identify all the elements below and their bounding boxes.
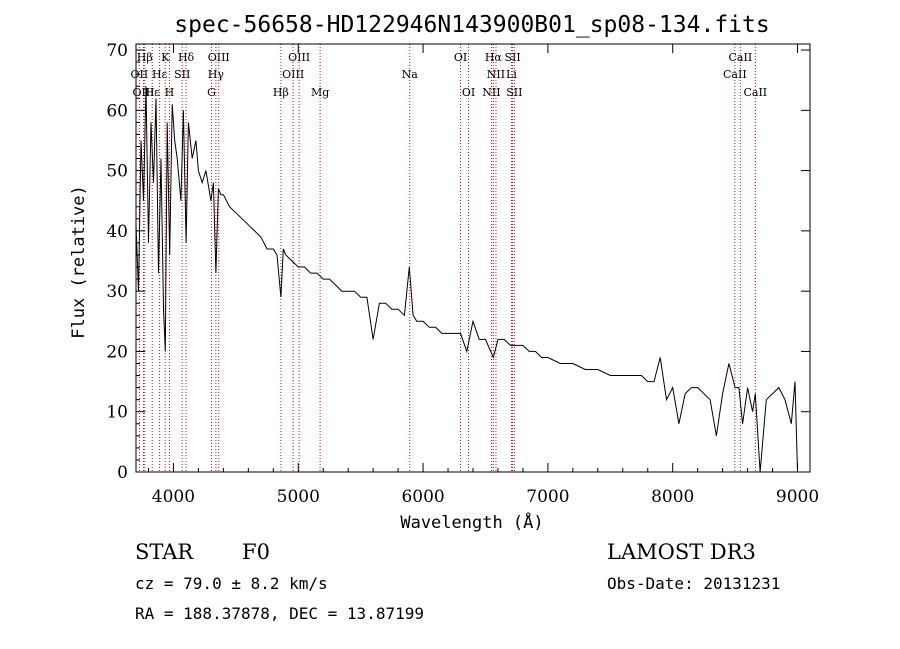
line-label-g: G	[207, 86, 216, 99]
y-tick-label: 10	[106, 403, 128, 423]
line-label-oiii: OIII	[288, 51, 310, 64]
redshift-velocity: cz = 79.0 ± 8.2 km/s	[135, 574, 328, 593]
line-label-hε: Hε	[152, 68, 168, 81]
ra-dec-coordinates: RA = 188.37878, DEC = 13.87199	[135, 604, 424, 623]
line-label-hε: Hε	[145, 86, 161, 99]
y-tick-label: 20	[106, 342, 128, 362]
x-axis-label: Wavelength (Å)	[400, 511, 543, 533]
line-label-hβ: Hβ	[137, 51, 153, 64]
line-label-h: H	[165, 86, 175, 99]
x-tick-label: 6000	[401, 487, 444, 507]
line-label-hδ: Hδ	[178, 51, 195, 64]
object-type: STAR	[135, 540, 194, 564]
survey-name: LAMOST DR3	[607, 540, 756, 564]
x-axis-ticks: 4000 5000 6000 7000 8000 9000	[147, 44, 819, 507]
line-label-caii: CaII	[743, 86, 767, 99]
y-tick-label: 0	[117, 463, 128, 483]
line-label-caii: CaII	[723, 68, 747, 81]
line-label-oiii: OIII	[132, 86, 154, 99]
line-label-mg: Mg	[311, 86, 329, 99]
line-label-oiii: OIII	[282, 68, 304, 81]
line-label-hβ: Hβ	[273, 86, 289, 99]
x-tick-label: 7000	[526, 487, 569, 507]
plot-frame	[135, 43, 811, 473]
y-tick-label: 70	[106, 41, 128, 61]
line-label-nii: NII	[487, 68, 505, 81]
x-tick-label: 8000	[651, 487, 694, 507]
x-tick-label: 4000	[152, 487, 195, 507]
y-tick-label: 50	[106, 162, 128, 182]
y-axis-label: Flux (relative)	[69, 185, 89, 339]
line-label-sii: SII	[506, 86, 522, 99]
line-label-oiii: OIII	[208, 51, 230, 64]
observation-date: Obs-Date: 20131231	[607, 574, 781, 593]
line-label-oi: OI	[454, 51, 467, 64]
x-tick-label: 5000	[277, 487, 320, 507]
line-label-caii: CaII	[729, 51, 753, 64]
y-tick-label: 30	[106, 282, 128, 302]
spectral-line-markers	[138, 44, 756, 472]
line-label-k: K	[161, 51, 170, 64]
line-label-hα: Hα	[485, 51, 503, 64]
spectrum-series-line	[135, 86, 798, 473]
line-label-hγ: Hγ	[208, 68, 225, 81]
chart-title: spec-56658-HD122946N143900B01_sp08-134.f…	[174, 12, 769, 38]
x-tick-label: 9000	[776, 487, 819, 507]
line-label-nii: NII	[482, 86, 500, 99]
line-label-sii: SII	[504, 51, 520, 64]
y-axis-ticks: 0 10 20 30 40 50 60 70	[106, 41, 810, 483]
y-tick-label: 40	[106, 222, 128, 242]
line-label-sii: SII	[174, 68, 190, 81]
line-label-li: Li	[506, 68, 517, 81]
spectral-subclass: F0	[242, 540, 270, 564]
line-label-oi: OI	[462, 86, 475, 99]
y-tick-label: 60	[106, 101, 128, 121]
line-label-na: Na	[402, 68, 419, 81]
